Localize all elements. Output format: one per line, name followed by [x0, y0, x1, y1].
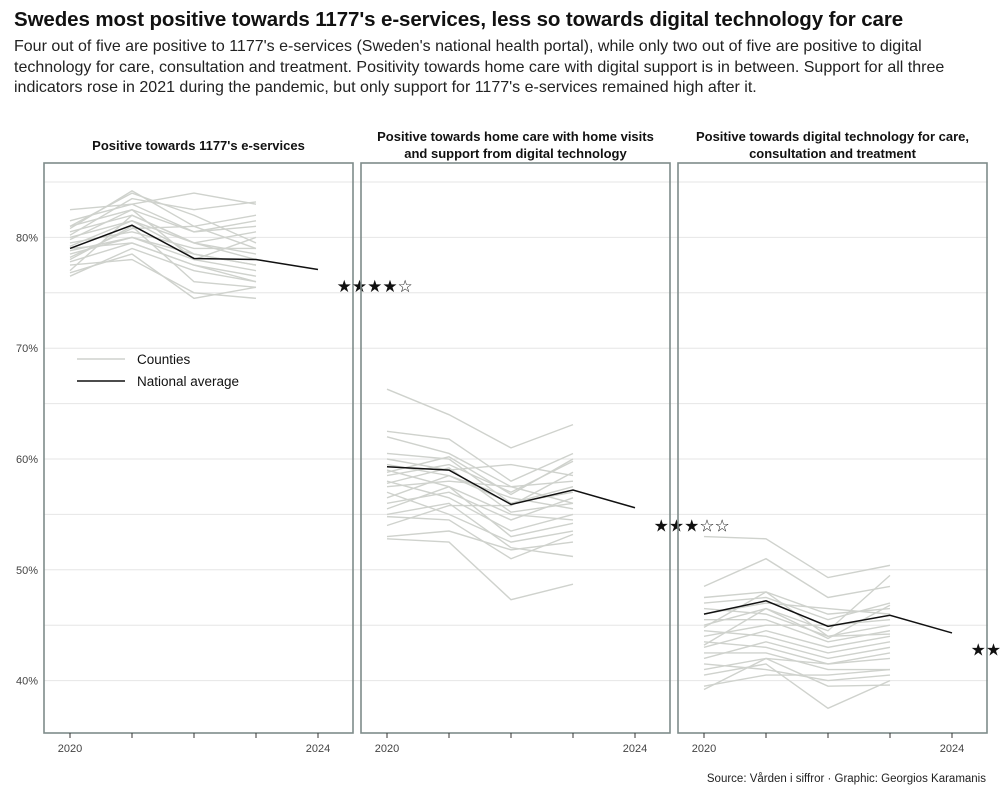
county-line: [703, 557, 891, 599]
county-line: [69, 242, 257, 283]
county-line: [69, 208, 257, 272]
county-line: [386, 480, 574, 488]
county-line: [69, 197, 257, 236]
y-tick-label: 70%: [16, 343, 38, 355]
county-line: [703, 652, 891, 691]
county-line: [386, 388, 574, 449]
county-line: [386, 491, 574, 543]
panel-title: consultation and treatment: [749, 146, 917, 161]
y-tick-label: 50%: [16, 565, 38, 577]
county-line: [386, 430, 574, 482]
county-line: [386, 480, 574, 532]
county-line: [703, 574, 891, 632]
county-line: [69, 208, 257, 241]
panel-title: Positive towards digital technology for …: [696, 129, 969, 144]
county-line: [703, 657, 891, 687]
county-line: [386, 502, 574, 558]
county-line: [386, 469, 574, 521]
chart-title: Swedes most positive towards 1177's e-se…: [14, 8, 904, 31]
panel-border: [360, 162, 671, 734]
panel-border: [677, 162, 988, 734]
panel-digital-technology: Positive towards digital technology for …: [677, 129, 1000, 755]
y-tick-label: 80%: [16, 232, 38, 244]
legend-label-county: Counties: [137, 352, 191, 367]
star-rating: ★★★★☆: [337, 277, 413, 297]
star-rating: ★★★☆☆: [654, 516, 730, 536]
y-axis-labels: 40% 50% 60% 70% 80%: [16, 232, 38, 687]
county-line: [69, 247, 257, 283]
county-line: [703, 604, 891, 646]
y-tick-label: 40%: [16, 676, 38, 688]
legend: Counties National average: [77, 352, 239, 389]
county-line: [69, 236, 257, 261]
y-tick-label: 60%: [16, 454, 38, 466]
panel-title: Positive towards home care with home vis…: [377, 129, 654, 144]
county-line: [386, 530, 574, 551]
x-tick-label: 2020: [58, 743, 82, 755]
county-line: [703, 630, 891, 649]
source-credit: Source: Vården i siffror · Graphic: Geor…: [706, 773, 986, 785]
county-line: [703, 602, 891, 615]
panel-title: and support from digital technology: [404, 146, 627, 161]
county-line: [386, 538, 574, 601]
x-tick-label: 2020: [375, 743, 399, 755]
x-tick-label: 2024: [940, 743, 964, 755]
x-tick-label: 2024: [623, 743, 647, 755]
county-line: [703, 668, 891, 687]
county-line: [69, 225, 257, 258]
panel-e-services: Positive towards 1177's e-services 2020 20…: [43, 138, 413, 755]
x-tick-label: 2024: [306, 743, 330, 755]
county-line: [386, 456, 574, 496]
legend-label-national: National average: [137, 374, 239, 389]
national-average-line: [703, 600, 953, 634]
panel-home-care: Positive towards home care with home vis…: [360, 129, 730, 755]
county-line: [386, 458, 574, 477]
star-rating: ★★☆☆☆: [971, 641, 1000, 661]
x-tick-label: 2020: [692, 743, 716, 755]
county-line: [69, 190, 257, 230]
county-line: [386, 452, 574, 505]
county-line: [703, 663, 891, 710]
county-line: [386, 467, 574, 513]
panel-title: Positive towards 1177's e-services: [92, 138, 305, 153]
county-line: [703, 630, 891, 654]
county-line: [704, 618, 891, 643]
chart-subtitle: Four out of five are positive to 1177's …: [14, 38, 945, 96]
county-line: [703, 535, 891, 579]
national-average-line: [386, 466, 636, 509]
county-line: [386, 485, 574, 538]
national-average-line: [69, 224, 319, 271]
county-line: [69, 253, 257, 300]
panel-border: [43, 162, 354, 734]
county-line: [703, 641, 891, 665]
county-line: [386, 471, 574, 527]
county-line: [69, 192, 257, 222]
county-line: [703, 641, 891, 660]
